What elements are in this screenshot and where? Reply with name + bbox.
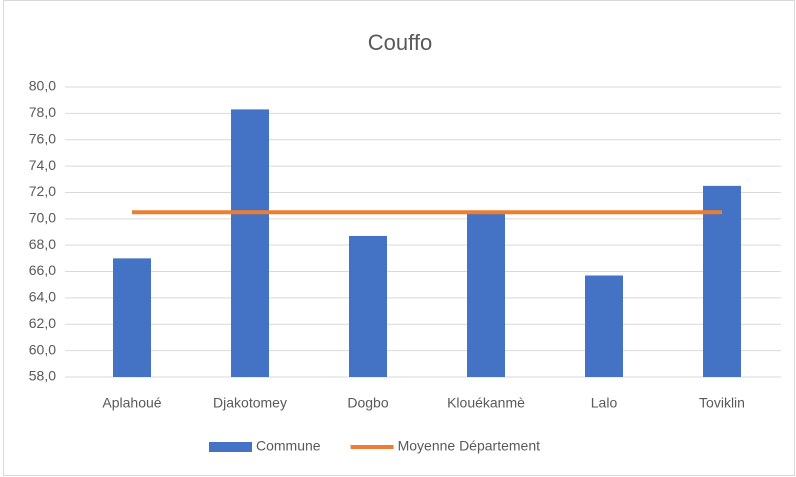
y-tick-label: 70,0	[29, 210, 56, 226]
y-tick-label: 66,0	[29, 262, 56, 278]
x-tick-label: Djakotomey	[213, 395, 287, 411]
y-tick-label: 58,0	[29, 368, 56, 384]
x-tick-label: Dogbo	[347, 395, 388, 411]
bar	[349, 235, 387, 377]
y-tick-label: 62,0	[29, 315, 56, 331]
bar	[113, 258, 151, 377]
bar	[703, 185, 741, 377]
y-tick-label: 64,0	[29, 289, 56, 305]
y-tick-label: 76,0	[29, 130, 56, 146]
y-tick-label: 72,0	[29, 183, 56, 199]
x-tick-label: Toviklin	[699, 395, 745, 411]
x-tick-label: Lalo	[591, 395, 618, 411]
legend-label: Moyenne Département	[398, 438, 541, 454]
chart-title: Couffo	[368, 30, 432, 55]
y-tick-label: 68,0	[29, 236, 56, 252]
bar	[467, 213, 505, 377]
bar	[231, 109, 269, 377]
legend-swatch	[209, 442, 252, 452]
y-tick-label: 80,0	[29, 78, 56, 94]
bar	[585, 275, 623, 377]
x-tick-label: Aplahoué	[102, 395, 161, 411]
chart-border	[3, 0, 795, 476]
y-tick-label: 78,0	[29, 104, 56, 120]
x-tick-label: Klouékanmè	[447, 395, 525, 411]
legend-label: Commune	[256, 438, 321, 454]
y-tick-label: 74,0	[29, 157, 56, 173]
y-tick-label: 60,0	[29, 341, 56, 357]
